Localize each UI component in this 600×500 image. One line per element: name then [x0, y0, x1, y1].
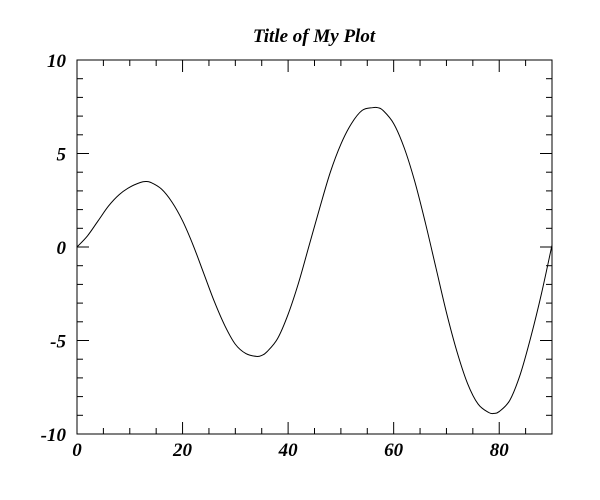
x-tick-label: 40 — [278, 440, 299, 461]
plot-frame — [76, 59, 553, 435]
axis-tick-labels: 0 20 40 60 80 -10 -5 0 5 10 — [41, 51, 510, 461]
y-tick-label: 0 — [57, 238, 67, 259]
y-tick-label: -10 — [41, 425, 67, 446]
y-tick-label: -5 — [50, 332, 66, 353]
x-tick-label: 60 — [384, 440, 404, 461]
x-tick-label: 20 — [172, 440, 193, 461]
y-tick-label: 5 — [57, 145, 67, 166]
x-tick-label: 80 — [490, 440, 510, 461]
x-tick-label: 0 — [72, 440, 82, 461]
axis-ticks — [76, 59, 553, 435]
series-line — [76, 106, 553, 415]
y-tick-label: 10 — [47, 51, 67, 72]
chart-title: Title of My Plot — [253, 26, 376, 47]
